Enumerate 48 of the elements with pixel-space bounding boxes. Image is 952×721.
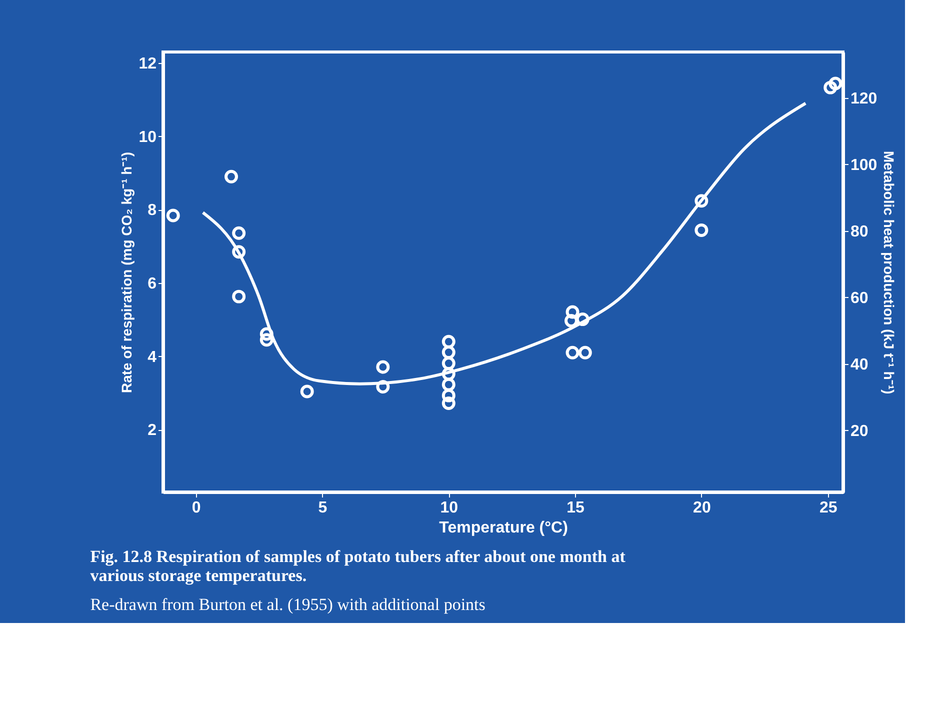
x-tick-label: 15 xyxy=(566,500,585,516)
point xyxy=(232,245,246,259)
y-tick-label: 12 xyxy=(138,56,157,72)
point xyxy=(166,208,180,222)
x-tick-label: 20 xyxy=(693,500,711,516)
y-axis-title: Rate of respiration (mg CO₂ kg⁻¹ h⁻¹) xyxy=(118,152,135,394)
point xyxy=(576,312,590,326)
y2-tick-label: 20 xyxy=(850,422,868,440)
y2-tick-label: 80 xyxy=(850,223,868,240)
point xyxy=(376,360,390,374)
y2-tick-label: 100 xyxy=(850,156,878,174)
point xyxy=(376,380,390,394)
y2-axis-title: Metabolic heat production (kJ t⁻¹ h⁻¹) xyxy=(881,150,898,394)
text: Fig. 12.8 Respiration of samples of potato tubers after about one month at various storage temperatures. xyxy=(90,547,626,585)
point xyxy=(442,388,456,402)
point xyxy=(828,76,842,90)
y-tick-label: 8 xyxy=(148,202,157,220)
point xyxy=(442,346,456,360)
point xyxy=(260,333,274,347)
x-axis-title: Temperature (°C) xyxy=(439,520,568,536)
x-tick-label: 25 xyxy=(819,500,838,516)
point xyxy=(442,356,456,370)
point xyxy=(260,327,274,341)
x-tick-label: 5 xyxy=(318,500,328,516)
point xyxy=(578,346,592,360)
text: Re-drawn from Burton et al. (1955) with additional points xyxy=(90,595,486,614)
y-tick-label: 10 xyxy=(138,128,157,146)
y2-tick-label: 40 xyxy=(850,356,868,374)
point xyxy=(442,396,456,410)
point xyxy=(824,80,838,94)
point xyxy=(232,226,246,240)
point xyxy=(232,290,246,304)
point xyxy=(442,334,456,348)
point xyxy=(566,305,580,319)
point xyxy=(564,314,578,328)
point xyxy=(566,346,580,360)
y2-tick-label: 120 xyxy=(850,90,878,108)
y-tick-label: 6 xyxy=(148,276,157,292)
point xyxy=(694,223,708,237)
point xyxy=(224,170,238,184)
y2-tick-label: 60 xyxy=(850,290,868,307)
y-tick-label: 4 xyxy=(148,348,157,366)
point xyxy=(442,378,456,392)
point xyxy=(694,194,708,208)
x-tick-label: 0 xyxy=(192,500,201,516)
y-tick-label: 2 xyxy=(148,422,157,440)
x-tick-label: 10 xyxy=(440,500,458,516)
point xyxy=(300,384,314,398)
